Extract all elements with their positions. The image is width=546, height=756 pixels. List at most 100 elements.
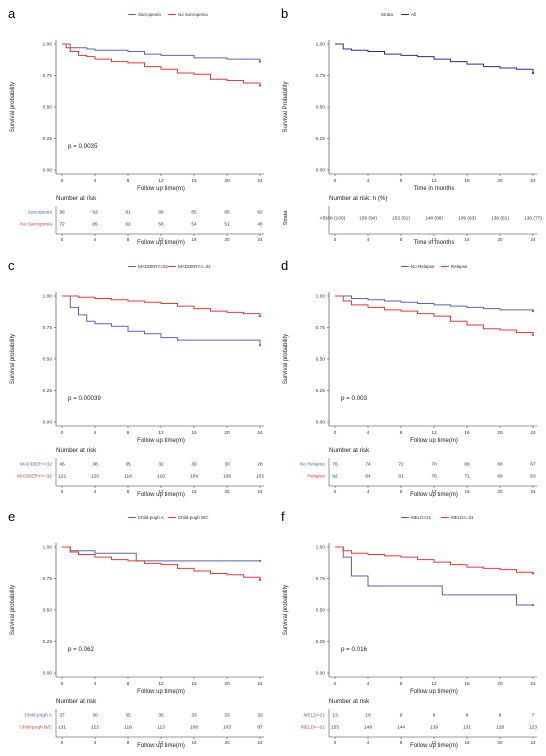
risk-table-title: Number at risk xyxy=(56,447,97,454)
risk-table-title: Number at risk xyxy=(56,195,97,202)
risk-x-tick-label: 12 xyxy=(158,489,164,494)
censor-mark xyxy=(258,84,262,87)
legend-label: No Relapse xyxy=(411,264,435,269)
legend-label: Child-pugh A xyxy=(138,515,164,520)
y-tick-label: 0.00 xyxy=(43,671,53,677)
risk-x-tick-label: 0 xyxy=(61,489,64,494)
y-tick-label: 0.50 xyxy=(316,105,326,111)
censor-mark xyxy=(258,578,262,581)
risk-row-label: MADDERY<=32 xyxy=(17,474,52,480)
survival-curve-1 xyxy=(62,546,260,562)
survival-curve-2 xyxy=(335,295,534,336)
x-tick-label: 24 xyxy=(257,178,263,184)
y-axis-title: Survival probability xyxy=(10,585,16,635)
legend-marker xyxy=(171,516,173,519)
p-value: p = 0.0035 xyxy=(68,143,98,150)
risk-row-label: Relapse xyxy=(307,474,325,480)
risk-row-label: No Relapse xyxy=(300,462,325,468)
risk-count: 82 xyxy=(257,210,263,216)
risk-count: 35 xyxy=(158,713,164,719)
risk-count: 148 (88) xyxy=(425,216,443,222)
risk-count: 148 xyxy=(364,725,372,731)
risk-x-tick-label: 0 xyxy=(61,740,64,745)
risk-y-title: Strata xyxy=(283,210,289,226)
risk-x-tick-label: 20 xyxy=(497,740,503,745)
risk-x-tick-label: 16 xyxy=(464,489,470,494)
x-axis-title: Follow up time(m) xyxy=(137,186,185,192)
risk-x-tick-label: 20 xyxy=(224,237,230,242)
risk-x-axis-title: Follow up time(m) xyxy=(137,743,185,749)
y-axis-title: Survival probability xyxy=(10,334,16,384)
risk-x-tick-label: 24 xyxy=(530,237,536,242)
y-tick-label: 0.25 xyxy=(316,388,326,394)
risk-count: 35 xyxy=(125,713,131,719)
legend-label: No Sarcopenia xyxy=(178,12,208,17)
y-tick-label: 0.75 xyxy=(43,73,53,79)
censor-mark xyxy=(531,310,535,313)
x-tick-label: 24 xyxy=(530,430,536,436)
risk-count: 28 xyxy=(257,462,263,468)
legend-label: Sarcopenia xyxy=(138,12,161,17)
panel-letter: e xyxy=(8,509,15,524)
y-tick-label: 0.50 xyxy=(316,608,326,614)
x-tick-label: 20 xyxy=(224,681,230,687)
y-tick-label: 1.00 xyxy=(43,294,53,300)
risk-count: 168 (100) xyxy=(325,216,346,222)
risk-count: 74 xyxy=(365,462,371,468)
x-tick-label: 12 xyxy=(158,178,164,184)
y-tick-label: 0.75 xyxy=(316,576,326,582)
x-axis-title: Follow up time(m) xyxy=(410,438,458,444)
risk-row-label: MADDERY>32 xyxy=(20,462,52,468)
risk-count: 37 xyxy=(59,713,65,719)
y-axis-title: Survival probability xyxy=(10,82,16,132)
legend: MELD>21 MELD<=21 xyxy=(401,515,474,520)
x-tick-label: 16 xyxy=(464,178,470,184)
censor-mark xyxy=(258,315,262,318)
risk-table: Number at risk MADDERY>32 46 38 35 32 30 30 28 MA… xyxy=(17,447,264,498)
risk-x-axis-title: Time in months xyxy=(414,240,455,246)
risk-x-tick-label: 24 xyxy=(530,489,536,494)
y-tick-label: 0.00 xyxy=(316,168,326,174)
survival-curve-1 xyxy=(62,43,261,62)
risk-count: 76 xyxy=(332,462,338,468)
risk-count: 153 (91) xyxy=(392,216,410,222)
x-tick-label: 16 xyxy=(464,681,470,687)
risk-count: 102 xyxy=(256,474,264,480)
risk-count: 35 xyxy=(125,462,131,468)
y-tick-label: 0.25 xyxy=(43,136,53,142)
risk-count: 130 (77) xyxy=(524,216,542,222)
risk-count: 158 (94) xyxy=(359,216,377,222)
risk-count: 13 xyxy=(332,713,338,719)
risk-x-tick-label: 8 xyxy=(400,237,403,242)
risk-count: 54 xyxy=(191,222,197,228)
legend: MADDERY>32 MADDERY<=32 xyxy=(128,264,211,269)
risk-count: 122 xyxy=(58,474,66,480)
x-tick-label: 20 xyxy=(224,178,230,184)
x-tick-label: 12 xyxy=(431,681,437,687)
risk-count: 118 xyxy=(124,474,132,480)
y-tick-label: 0.25 xyxy=(316,639,326,645)
risk-table-title: Number at risk xyxy=(329,698,370,705)
x-axis-title: Follow up time(m) xyxy=(137,689,185,695)
risk-x-tick-label: 16 xyxy=(191,740,197,745)
risk-x-tick-label: 12 xyxy=(431,740,437,745)
p-value: p = 0.062 xyxy=(68,646,95,653)
risk-table: Number at risk: n (%) All 168 (100) 158 (94… xyxy=(283,195,542,246)
legend-label: MADDERY>32 xyxy=(138,264,169,269)
risk-count: 109 xyxy=(190,474,198,480)
risk-x-tick-label: 12 xyxy=(158,740,164,745)
risk-count: 78 xyxy=(431,474,437,480)
legend: No Relapse Relapse xyxy=(401,264,468,269)
x-tick-label: 0 xyxy=(61,681,64,687)
y-tick-label: 0.25 xyxy=(316,136,326,142)
risk-count: 89 xyxy=(158,210,164,216)
y-axis-title: Survival probability xyxy=(283,585,289,635)
risk-table-title: Number at risk xyxy=(56,698,97,705)
censor-mark xyxy=(531,71,535,75)
x-tick-label: 8 xyxy=(400,681,403,687)
y-tick-label: 1.00 xyxy=(316,545,326,551)
risk-x-tick-label: 24 xyxy=(257,740,263,745)
risk-x-tick-label: 0 xyxy=(334,740,337,745)
